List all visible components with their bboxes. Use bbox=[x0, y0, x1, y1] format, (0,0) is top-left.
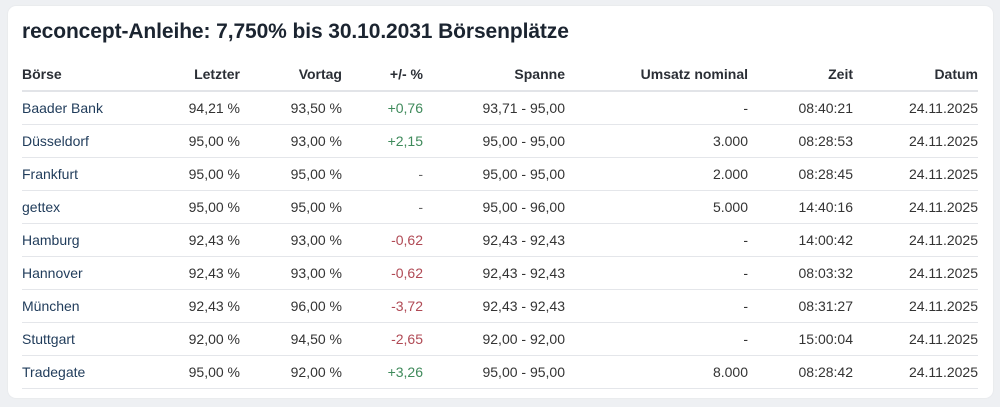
header-vortag: Vortag bbox=[240, 60, 342, 92]
exchange-link[interactable]: Düsseldorf bbox=[22, 124, 152, 158]
turnover-nominal: - bbox=[565, 322, 748, 356]
change-percent: -0,62 bbox=[342, 223, 423, 257]
time: 14:40:16 bbox=[748, 190, 853, 224]
turnover-nominal: 5.000 bbox=[565, 190, 748, 224]
date: 24.11.2025 bbox=[853, 124, 978, 158]
time: 08:28:45 bbox=[748, 157, 853, 191]
change-percent: - bbox=[342, 190, 423, 224]
exchange-link[interactable]: Hannover bbox=[22, 256, 152, 290]
table-header-row: Börse Letzter Vortag +/- % Spanne Umsatz… bbox=[22, 60, 978, 92]
exchange-link[interactable]: Hamburg bbox=[22, 223, 152, 257]
exchange-link[interactable]: Stuttgart bbox=[22, 322, 152, 356]
time: 08:03:32 bbox=[748, 256, 853, 290]
change-percent: +2,15 bbox=[342, 124, 423, 158]
price-range: 92,43 - 92,43 bbox=[423, 289, 565, 323]
previous-price: 92,00 % bbox=[240, 355, 342, 389]
header-umsatz: Umsatz nominal bbox=[565, 60, 748, 92]
time: 15:00:04 bbox=[748, 322, 853, 356]
last-price: 95,00 % bbox=[152, 190, 240, 224]
header-spanne: Spanne bbox=[423, 60, 565, 92]
price-range: 92,43 - 92,43 bbox=[423, 223, 565, 257]
previous-price: 94,50 % bbox=[240, 322, 342, 356]
last-price: 92,00 % bbox=[152, 322, 240, 356]
price-range: 95,00 - 96,00 bbox=[423, 190, 565, 224]
last-price: 92,43 % bbox=[152, 256, 240, 290]
turnover-nominal: - bbox=[565, 223, 748, 257]
price-range: 92,43 - 92,43 bbox=[423, 256, 565, 290]
time: 08:28:53 bbox=[748, 124, 853, 158]
header-datum: Datum bbox=[853, 60, 978, 92]
date: 24.11.2025 bbox=[853, 289, 978, 323]
time: 08:40:21 bbox=[748, 91, 853, 125]
header-zeit: Zeit bbox=[748, 60, 853, 92]
exchange-link[interactable]: München bbox=[22, 289, 152, 323]
turnover-nominal: 3.000 bbox=[565, 124, 748, 158]
date: 24.11.2025 bbox=[853, 157, 978, 191]
previous-price: 93,00 % bbox=[240, 124, 342, 158]
table-row: Stuttgart 92,00 % 94,50 % -2,65 92,00 - 92,0… bbox=[22, 322, 978, 356]
turnover-nominal: 8.000 bbox=[565, 355, 748, 389]
date: 24.11.2025 bbox=[853, 91, 978, 125]
previous-price: 95,00 % bbox=[240, 157, 342, 191]
previous-price: 93,50 % bbox=[240, 91, 342, 125]
table-row: gettex 95,00 % 95,00 % -95,00 - 96,00 5.000 1… bbox=[22, 190, 978, 224]
header-boerse: Börse bbox=[22, 60, 152, 92]
turnover-nominal: - bbox=[565, 289, 748, 323]
change-percent: -3,72 bbox=[342, 289, 423, 323]
header-change: +/- % bbox=[342, 60, 423, 92]
exchange-link[interactable]: Tradegate bbox=[22, 355, 152, 389]
previous-price: 95,00 % bbox=[240, 190, 342, 224]
last-price: 94,21 % bbox=[152, 91, 240, 125]
exchange-link[interactable]: gettex bbox=[22, 190, 152, 224]
turnover-nominal: 2.000 bbox=[565, 157, 748, 191]
table-row: Frankfurt 95,00 % 95,00 % -95,00 - 95,00 2.0… bbox=[22, 157, 978, 191]
page-title: reconcept-Anleihe: 7,750% bis 30.10.2031… bbox=[22, 20, 569, 43]
change-percent: -2,65 bbox=[342, 322, 423, 356]
time: 08:28:42 bbox=[748, 355, 853, 389]
date: 24.11.2025 bbox=[853, 223, 978, 257]
change-percent: - bbox=[342, 157, 423, 191]
price-range: 95,00 - 95,00 bbox=[423, 355, 565, 389]
exchange-link[interactable]: Frankfurt bbox=[22, 157, 152, 191]
price-range: 92,00 - 92,00 bbox=[423, 322, 565, 356]
change-percent: -0,62 bbox=[342, 256, 423, 290]
table-row: Düsseldorf 95,00 % 93,00 % +2,15 95,00 - 95,… bbox=[22, 124, 978, 158]
table-row: Hannover 92,43 % 93,00 % -0,62 92,43 - 92,43… bbox=[22, 256, 978, 290]
date: 24.11.2025 bbox=[853, 256, 978, 290]
date: 24.11.2025 bbox=[853, 355, 978, 389]
date: 24.11.2025 bbox=[853, 190, 978, 224]
time: 14:00:42 bbox=[748, 223, 853, 257]
turnover-nominal: - bbox=[565, 256, 748, 290]
last-price: 92,43 % bbox=[152, 289, 240, 323]
last-price: 92,43 % bbox=[152, 223, 240, 257]
last-price: 95,00 % bbox=[152, 157, 240, 191]
turnover-nominal: - bbox=[565, 91, 748, 125]
table-row: Baader Bank 94,21 % 93,50 % +0,76 93,71 - 95… bbox=[22, 91, 978, 125]
date: 24.11.2025 bbox=[853, 322, 978, 356]
table-row: Tradegate 95,00 % 92,00 % +3,26 95,00 - 95,0… bbox=[22, 355, 978, 389]
header-letzter: Letzter bbox=[152, 60, 240, 92]
previous-price: 96,00 % bbox=[240, 289, 342, 323]
price-range: 93,71 - 95,00 bbox=[423, 91, 565, 125]
exchange-link[interactable]: Baader Bank bbox=[22, 91, 152, 125]
last-price: 95,00 % bbox=[152, 124, 240, 158]
exchanges-card: reconcept-Anleihe: 7,750% bis 30.10.2031… bbox=[8, 6, 993, 398]
previous-price: 93,00 % bbox=[240, 223, 342, 257]
exchanges-table: Börse Letzter Vortag +/- % Spanne Umsatz… bbox=[22, 60, 978, 389]
time: 08:31:27 bbox=[748, 289, 853, 323]
previous-price: 93,00 % bbox=[240, 256, 342, 290]
table-row: München 92,43 % 96,00 % -3,72 92,43 - 92,43-… bbox=[22, 289, 978, 323]
price-range: 95,00 - 95,00 bbox=[423, 157, 565, 191]
table-row: Hamburg 92,43 % 93,00 % -0,62 92,43 - 92,43-… bbox=[22, 223, 978, 257]
price-range: 95,00 - 95,00 bbox=[423, 124, 565, 158]
change-percent: +3,26 bbox=[342, 355, 423, 389]
last-price: 95,00 % bbox=[152, 355, 240, 389]
change-percent: +0,76 bbox=[342, 91, 423, 125]
